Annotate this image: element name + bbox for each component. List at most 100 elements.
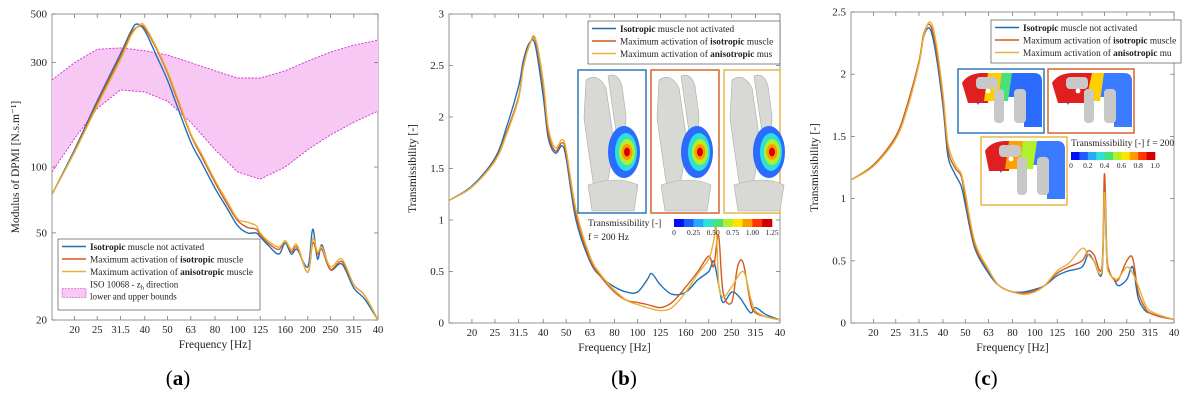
colorbar-segment [1129, 152, 1139, 160]
y-tick-label: 500 [31, 9, 48, 21]
legend-pre: Maximum activation of [1023, 48, 1113, 59]
chart-a: 20 25 31.5 40 50 63 80 100 125 160 200 250 315 40 20 50… [10, 9, 383, 352]
legend-bold: anisotropic [1113, 49, 1157, 59]
colorbar-segment [1079, 152, 1089, 160]
y-tick-label: 1 [439, 215, 445, 227]
y-tick-label: 1.5 [832, 131, 846, 143]
section-bone [976, 77, 998, 89]
x-tick-label: 31.5 [509, 328, 527, 339]
legend-rest: muscle not activated [125, 243, 204, 253]
legend-band-pre: ISO 10068 - z [90, 280, 141, 290]
x-tick-label: 40 [938, 328, 949, 339]
x-tick-label: 50 [960, 328, 971, 339]
legend-bold: isotropic [180, 256, 214, 266]
iso-band-area [52, 40, 378, 180]
x-tick-label: 25 [92, 325, 103, 336]
legend-band-line2: lower and upper bounds [90, 292, 177, 302]
series-group [449, 34, 780, 321]
legend-box [990, 19, 1182, 64]
x-tick-label: 25 [891, 328, 902, 339]
legend-band-line1: ISO 10068 - zh direction [90, 280, 179, 292]
chart-c-plot: 20 25 31.5 40 50 63 80 100 125 160 200 250 315 4000.5… [809, 7, 1182, 354]
x-tick-label: 80 [1007, 328, 1018, 339]
legend-bold: Isotropic [1023, 24, 1058, 34]
legend-pre: Maximum activation of [1023, 36, 1113, 47]
legend-label-1: Isotropic muscle not activated [1023, 24, 1138, 34]
inset-b-3-drawing [729, 74, 785, 212]
colorbar-title-b: Transmissibility [-] [588, 219, 661, 229]
legend-label-1: Isotropic muscle not activated [620, 25, 735, 35]
section-bone [1017, 157, 1027, 195]
legend-band-post: direction [144, 280, 179, 290]
caption-a-open: ( [165, 366, 173, 390]
legend-rest: muscle not activated [1058, 24, 1137, 34]
y-tick-label: 3 [439, 9, 445, 21]
bone-shape [587, 179, 639, 212]
y-axis-label: Transmissibility [-] [407, 124, 419, 213]
legend-rest: mu [1157, 49, 1172, 59]
legend-box [587, 20, 781, 65]
x-tick-label: 100 [630, 328, 646, 339]
colorbar-tick: 0 [672, 228, 676, 237]
y-tick-label: 1 [841, 193, 847, 205]
y-tick-label: 2.5 [832, 7, 846, 19]
section-bone [1084, 89, 1094, 123]
bone-shape [660, 179, 712, 212]
series-group [52, 22, 378, 320]
y-tick-label: 2 [841, 69, 847, 81]
legend-band-swatch [61, 288, 87, 298]
iso-band-upper [51, 39, 379, 81]
colorbar-tick: 1.00 [746, 228, 759, 237]
section-bone [999, 145, 1021, 157]
legend-pre: Maximum activation of [620, 37, 710, 48]
legend-pre: Maximum activation of [90, 267, 180, 278]
colorbar-segment [1113, 152, 1122, 160]
x-tick-label: 315 [748, 328, 764, 339]
legend-rest: muscle [1148, 37, 1177, 47]
legend-label-3: Maximum activation of anisotropic muscle [90, 267, 253, 278]
colorbar-segment [683, 219, 694, 227]
section-bone [1014, 89, 1026, 123]
colorbar-segment [1071, 152, 1080, 160]
colorbar-tick: 1.25 [765, 228, 778, 237]
y-tick-label: 2 [439, 112, 445, 124]
y-tick-label: 0.5 [430, 266, 444, 278]
x-tick-label: 20 [467, 328, 478, 339]
x-axis-label: Frequency [Hz] [179, 339, 251, 351]
x-tick-label: 200 [300, 325, 316, 336]
legend-rest: muscle [224, 268, 253, 278]
colorbar-freq-b: f = 200 Hz [588, 232, 629, 243]
y-axis-label: Transmissibility [-] [809, 123, 821, 212]
y-tick-label: 20 [36, 315, 48, 327]
legend-label-2: Maximum activation of isotropic muscle [1023, 36, 1176, 47]
section-nerve [1008, 156, 1014, 162]
colorbar-segment [732, 219, 743, 227]
panel-b: 20 25 31.5 40 50 63 80 100 125 160 200 250 315 40 0 0.5… [397, 0, 794, 412]
y-tick-label: 50 [36, 227, 48, 239]
x-tick-label: 80 [609, 328, 620, 339]
legend-bold: isotropic [1113, 37, 1147, 47]
series-line-2 [52, 24, 378, 320]
chart-b: 20 25 31.5 40 50 63 80 100 125 160 200 250 315 4000.5… [407, 9, 785, 355]
x-tick-label: 200 [1097, 328, 1113, 339]
colorbar-segment [1138, 152, 1147, 160]
chart-a-plot: 20 25 31.5 40 50 63 80 100 125 160 200 250 315 40 20 50… [10, 9, 383, 352]
x-tick-label: 100 [1027, 328, 1043, 339]
legend-box [57, 238, 261, 311]
colorbar-segment [1087, 152, 1097, 160]
x-tick-label: 250 [1119, 328, 1135, 339]
x-tick-label: 20 [69, 325, 80, 336]
colorbar-segment [742, 219, 753, 227]
legend-rest: mus [754, 50, 772, 60]
iso-band-lower [51, 89, 379, 180]
series-line-3 [52, 22, 378, 320]
y-tick-label: 0.5 [832, 255, 846, 267]
caption-b: (b) [604, 366, 644, 391]
section-bone [1104, 89, 1116, 123]
muscle-field [624, 147, 630, 157]
colorbar-segment [1121, 152, 1131, 160]
caption-a-close: ) [183, 366, 191, 390]
x-tick-label: 125 [252, 325, 268, 336]
x-tick-label: 63 [186, 325, 197, 336]
colorbar-tick: 0.75 [726, 228, 739, 237]
